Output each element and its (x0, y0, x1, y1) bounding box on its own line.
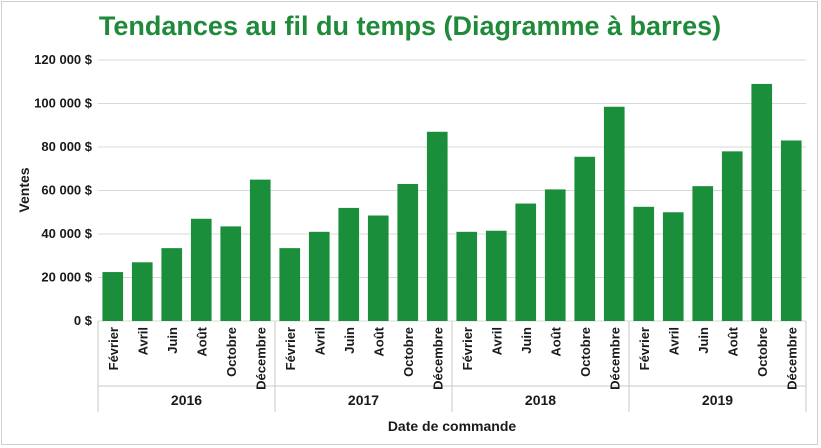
x-category-label: Décembre (430, 327, 445, 390)
x-category-label: Décembre (607, 327, 622, 390)
x-category-label: Juin (519, 327, 534, 354)
bar (220, 226, 242, 321)
bar (692, 186, 714, 321)
y-axis-label: Ventes (16, 167, 32, 212)
bar (544, 189, 566, 321)
bar (515, 203, 537, 321)
x-category-label: Juin (165, 327, 180, 354)
x-category-label: Août (194, 326, 209, 356)
x-category-label: Août (725, 326, 740, 356)
x-axis-label: Date de commande (388, 418, 517, 434)
x-category-label: Avril (312, 327, 327, 355)
x-category-label: Décembre (784, 327, 799, 390)
bars (102, 83, 802, 321)
bar (161, 248, 183, 321)
y-tick-label: 0 $ (74, 313, 93, 328)
bar (190, 218, 212, 321)
bar (131, 262, 153, 321)
x-category-label: Décembre (253, 327, 268, 390)
x-category-label: Juin (696, 327, 711, 354)
y-tick-label: 40 000 $ (41, 226, 92, 241)
x-category-label: Avril (489, 327, 504, 355)
bar (633, 206, 655, 321)
bar (662, 212, 684, 321)
x-category-label: Avril (666, 327, 681, 355)
bar (721, 151, 743, 321)
bar (308, 231, 330, 321)
chart-title: Tendances au fil du temps (Diagramme à b… (99, 11, 721, 41)
bar (603, 106, 625, 321)
bar (574, 156, 596, 321)
y-tick-label: 120 000 $ (34, 52, 93, 67)
x-category-label: Février (106, 327, 121, 370)
x-category-label: Août (371, 326, 386, 356)
x-category-label: Février (637, 327, 652, 370)
x-category-label: Octobre (578, 327, 593, 377)
grid-lines (97, 59, 807, 412)
x-category-label: Octobre (401, 327, 416, 377)
bar (249, 179, 271, 321)
x-year-label: 2018 (525, 392, 556, 408)
x-axis-years: 2016 2017 2018 2019 (171, 392, 733, 408)
x-category-label: Août (548, 326, 563, 356)
bar (426, 131, 448, 321)
x-year-label: 2017 (348, 392, 379, 408)
x-axis-categories: Février Avril Juin Août Octobre Décembre Févri… (106, 326, 800, 390)
x-category-label: Février (283, 327, 298, 370)
bar (102, 272, 124, 321)
bar (780, 140, 802, 321)
bar (485, 230, 507, 321)
bar (397, 183, 419, 321)
y-tick-label: 60 000 $ (41, 183, 92, 198)
bar (279, 248, 301, 321)
x-category-label: Octobre (755, 327, 770, 377)
bar (456, 231, 478, 321)
bar (367, 215, 389, 321)
y-tick-label: 20 000 $ (41, 270, 92, 285)
x-category-label: Juin (342, 327, 357, 354)
x-year-label: 2019 (702, 392, 733, 408)
y-tick-label: 80 000 $ (41, 139, 92, 154)
x-category-label: Février (460, 327, 475, 370)
y-axis-ticks: 0 $ 20 000 $ 40 000 $ 60 000 $ 80 000 $ 100 0… (34, 52, 93, 328)
bar (338, 207, 360, 321)
x-year-label: 2016 (171, 392, 202, 408)
x-category-label: Avril (135, 327, 150, 355)
bar (751, 83, 773, 321)
x-category-label: Octobre (224, 327, 239, 377)
y-tick-label: 100 000 $ (34, 96, 93, 111)
